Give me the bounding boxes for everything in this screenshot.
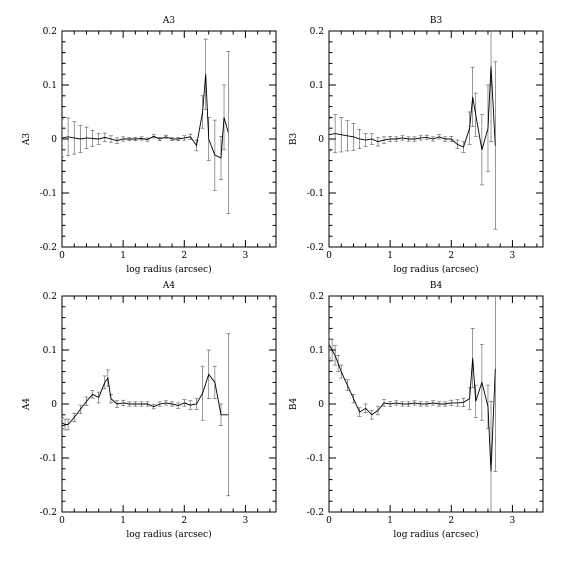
panel-a3: 0 1 2 3 0.2 0.1 0 -0.1 -0.2 A3 log radius (arcsec)… xyxy=(22,16,277,275)
y-tick-label: -0.2 xyxy=(307,243,324,253)
y-tick-label: 0 xyxy=(51,400,57,410)
y-tick-label: 0.1 xyxy=(310,81,324,91)
y-tick-label: -0.1 xyxy=(307,454,324,464)
x-tick-label: 1 xyxy=(387,251,393,261)
panel-a4: 0 1 2 3 0.2 0.1 0 -0.1 -0.2 A4 log radius (arcsec)… xyxy=(22,281,277,540)
x-tick-label: 3 xyxy=(510,516,516,526)
x-tick-label: 1 xyxy=(120,516,126,526)
y-tick-label: -0.1 xyxy=(307,189,324,199)
y-tick-label: 0.2 xyxy=(43,27,57,37)
y-tick-label: 0.2 xyxy=(43,292,57,302)
x-axis-label: log radius (arcsec) xyxy=(393,529,478,540)
x-tick-label: 1 xyxy=(387,516,393,526)
y-axis-label: A4 xyxy=(22,398,32,411)
data-layer xyxy=(62,38,231,214)
x-tick-label: 2 xyxy=(181,516,187,526)
x-tick-label: 0 xyxy=(326,251,332,261)
y-tick-label: 0 xyxy=(318,400,324,410)
y-tick-label: -0.1 xyxy=(40,189,57,199)
y-tick-label: 0 xyxy=(318,135,324,145)
y-tick-label: -0.2 xyxy=(40,508,57,518)
series-line xyxy=(62,74,229,159)
y-axis-label: B4 xyxy=(289,398,299,411)
y-axis-label: B3 xyxy=(289,133,299,146)
x-axis-label: log radius (arcsec) xyxy=(126,264,211,275)
x-tick-label: 3 xyxy=(243,251,249,261)
plot-frame xyxy=(328,295,544,513)
panel-title: A3 xyxy=(162,16,175,26)
panel-b3: 0 1 2 3 0.2 0.1 0 -0.1 -0.2 B3 log radius (arcsec)… xyxy=(289,16,544,275)
y-tick-label: 0.1 xyxy=(43,81,57,91)
x-tick-label: 3 xyxy=(510,251,516,261)
x-axis-label: log radius (arcsec) xyxy=(126,529,211,540)
plot-frame xyxy=(61,295,277,513)
panel-title: B3 xyxy=(430,16,443,26)
y-tick-label: -0.1 xyxy=(40,454,57,464)
x-tick-label: 0 xyxy=(59,251,65,261)
y-tick-label: -0.2 xyxy=(307,508,324,518)
y-tick-label: 0.2 xyxy=(310,27,324,37)
x-tick-label: 0 xyxy=(326,516,332,526)
x-tick-label: 3 xyxy=(243,516,249,526)
data-layer xyxy=(62,333,231,497)
panel-b4: 0 1 2 3 0.2 0.1 0 -0.1 -0.2 B4 log radius (arcsec)… xyxy=(289,281,544,540)
y-tick-label: 0 xyxy=(51,135,57,145)
x-tick-label: 2 xyxy=(181,251,187,261)
series-line xyxy=(329,66,496,150)
x-tick-label: 2 xyxy=(448,251,454,261)
y-tick-label: 0.1 xyxy=(310,346,324,356)
y-axis-label: A3 xyxy=(22,133,32,146)
data-layer xyxy=(329,31,498,230)
panel-title: B4 xyxy=(430,281,443,291)
panel-title: A4 xyxy=(162,281,175,291)
x-axis-label: log radius (arcsec) xyxy=(393,264,478,275)
data-layer xyxy=(329,296,498,512)
x-tick-label: 0 xyxy=(59,516,65,526)
y-tick-label: 0.2 xyxy=(310,292,324,302)
series-line xyxy=(329,344,496,472)
y-tick-label: -0.2 xyxy=(40,243,57,253)
series-line xyxy=(62,373,229,425)
x-tick-label: 2 xyxy=(448,516,454,526)
x-tick-label: 1 xyxy=(120,251,126,261)
y-tick-label: 0.1 xyxy=(43,346,57,356)
